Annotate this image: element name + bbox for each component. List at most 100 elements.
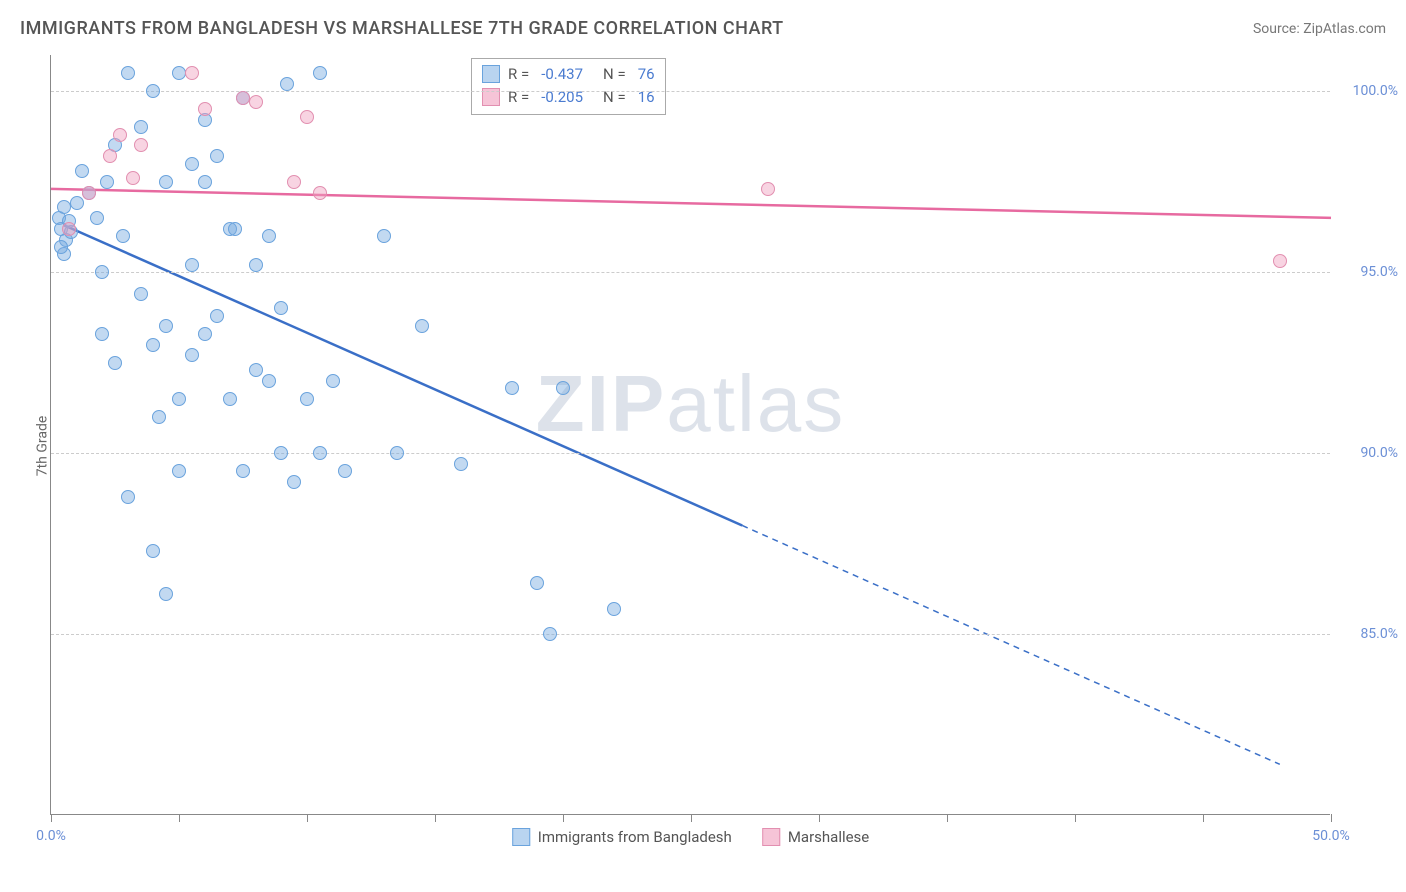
data-point: [390, 446, 404, 460]
trend-line: [64, 225, 742, 525]
data-point: [236, 91, 250, 105]
data-point: [121, 66, 135, 80]
legend-swatch: [482, 65, 500, 83]
x-tick-label: 50.0%: [1312, 828, 1350, 844]
data-point: [121, 490, 135, 504]
data-point: [82, 186, 96, 200]
trend-line: [51, 189, 1331, 218]
data-point: [313, 66, 327, 80]
data-point: [198, 175, 212, 189]
stat-label: N =: [603, 86, 626, 109]
stat-r-value: -0.437: [541, 63, 583, 86]
data-point: [159, 587, 173, 601]
data-point: [415, 319, 429, 333]
data-point: [159, 319, 173, 333]
data-point: [274, 446, 288, 460]
data-point: [530, 576, 544, 590]
data-point: [54, 240, 68, 254]
data-point: [313, 446, 327, 460]
stat-label: N =: [603, 63, 626, 86]
trend-line-dashed: [742, 525, 1280, 764]
data-point: [262, 374, 276, 388]
data-point: [198, 102, 212, 116]
x-tick: [179, 814, 180, 822]
stat-label: R =: [508, 63, 529, 86]
data-point: [287, 175, 301, 189]
y-tick-label: 90.0%: [1343, 445, 1398, 461]
x-tick: [947, 814, 948, 822]
legend-swatch: [762, 828, 780, 846]
data-point: [185, 258, 199, 272]
data-point: [300, 110, 314, 124]
data-point: [338, 464, 352, 478]
legend-item: Marshallese: [762, 828, 869, 846]
data-point: [75, 164, 89, 178]
stats-row: R =-0.205N =16: [482, 86, 655, 109]
bottom-legend: Immigrants from Bangladesh Marshallese: [512, 828, 870, 846]
data-point: [236, 464, 250, 478]
data-point: [249, 95, 263, 109]
data-point: [185, 66, 199, 80]
data-point: [505, 381, 519, 395]
gridline: [51, 272, 1330, 273]
data-point: [172, 464, 186, 478]
legend-label: Marshallese: [788, 828, 869, 846]
data-point: [607, 602, 621, 616]
data-point: [249, 363, 263, 377]
data-point: [326, 374, 340, 388]
data-point: [90, 211, 104, 225]
x-tick: [307, 814, 308, 822]
data-point: [249, 258, 263, 272]
data-point: [1273, 254, 1287, 268]
x-tick: [691, 814, 692, 822]
stat-label: R =: [508, 86, 529, 109]
stat-n-value: 76: [638, 63, 655, 86]
watermark: ZIPatlas: [536, 358, 845, 450]
data-point: [172, 392, 186, 406]
x-tick: [1331, 814, 1332, 822]
data-point: [454, 457, 468, 471]
data-point: [210, 309, 224, 323]
source-label: Source: ZipAtlas.com: [1253, 21, 1386, 37]
x-tick: [435, 814, 436, 822]
gridline: [51, 453, 1330, 454]
data-point: [146, 338, 160, 352]
data-point: [210, 149, 224, 163]
data-point: [556, 381, 570, 395]
trend-lines-layer: [51, 55, 1330, 814]
x-tick: [1203, 814, 1204, 822]
data-point: [159, 175, 173, 189]
data-point: [377, 229, 391, 243]
data-point: [113, 128, 127, 142]
x-tick: [563, 814, 564, 822]
data-point: [185, 157, 199, 171]
legend-item: Immigrants from Bangladesh: [512, 828, 732, 846]
data-point: [95, 327, 109, 341]
gridline: [51, 634, 1330, 635]
data-point: [223, 392, 237, 406]
data-point: [103, 149, 117, 163]
data-point: [185, 348, 199, 362]
y-axis-label: 7th Grade: [34, 416, 50, 477]
data-point: [134, 120, 148, 134]
stats-row: R = -0.437 N = 76: [482, 63, 655, 86]
stat-n-value: 16: [638, 86, 655, 109]
y-tick-label: 100.0%: [1343, 83, 1398, 99]
x-tick-label: 0.0%: [36, 828, 66, 844]
data-point: [198, 327, 212, 341]
legend-swatch: [512, 828, 530, 846]
data-point: [146, 544, 160, 558]
legend-label: Immigrants from Bangladesh: [538, 828, 732, 846]
data-point: [262, 229, 276, 243]
data-point: [108, 356, 122, 370]
x-tick: [819, 814, 820, 822]
data-point: [134, 138, 148, 152]
data-point: [300, 392, 314, 406]
x-tick: [51, 814, 52, 822]
data-point: [761, 182, 775, 196]
data-point: [152, 410, 166, 424]
y-tick-label: 95.0%: [1343, 264, 1398, 280]
chart-container: IMMIGRANTS FROM BANGLADESH VS MARSHALLES…: [0, 0, 1406, 892]
chart-title: IMMIGRANTS FROM BANGLADESH VS MARSHALLES…: [20, 18, 784, 39]
data-point: [280, 77, 294, 91]
